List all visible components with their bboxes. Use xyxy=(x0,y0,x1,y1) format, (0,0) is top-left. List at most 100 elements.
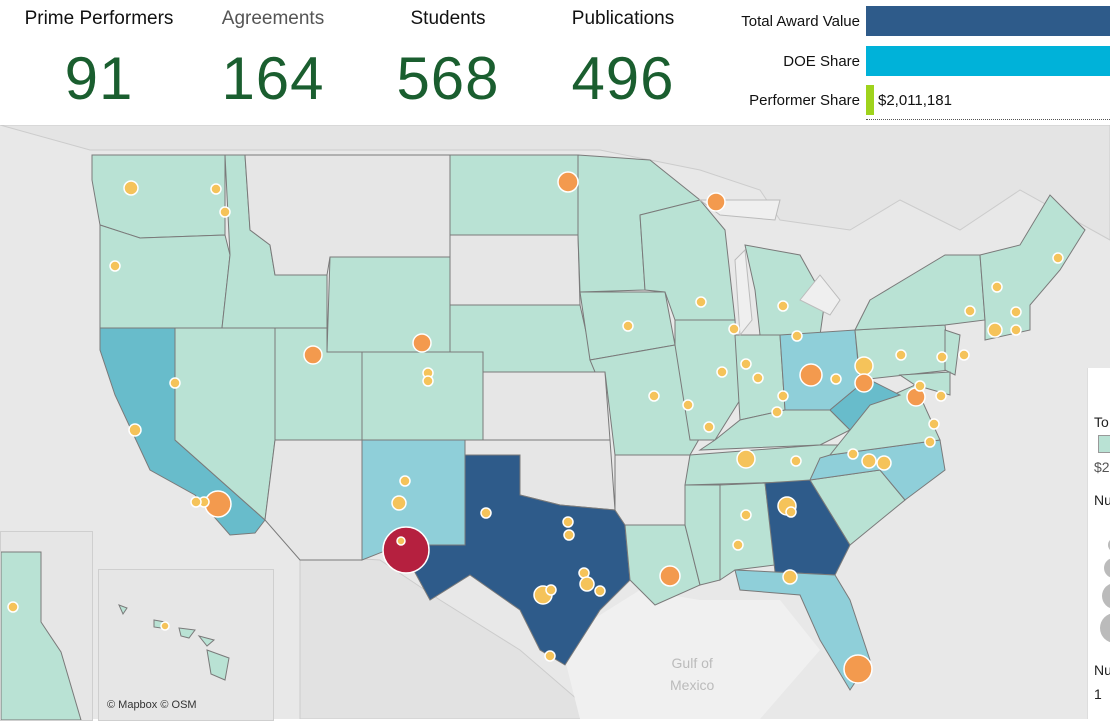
bubble xyxy=(791,330,803,342)
legend-title: To xyxy=(1094,414,1109,430)
state-north-carolina xyxy=(809,439,946,501)
map-attribution[interactable]: © Mapbox © OSM xyxy=(107,699,197,711)
bubble xyxy=(854,356,874,376)
bubble xyxy=(622,320,634,332)
bubble xyxy=(190,496,202,508)
bubble xyxy=(736,449,756,469)
state-arkansas xyxy=(614,454,691,526)
map-canvas xyxy=(0,125,1110,719)
performer-share-label: Performer Share xyxy=(749,92,860,109)
doe-share-bar[interactable] xyxy=(866,46,1110,76)
bubble xyxy=(987,322,1003,338)
bubble xyxy=(594,585,606,597)
bubble xyxy=(740,358,752,370)
bubble xyxy=(914,380,926,392)
alaska-map xyxy=(0,551,82,721)
alaska-inset[interactable] xyxy=(0,531,93,721)
bubble xyxy=(740,509,752,521)
bubble xyxy=(422,375,434,387)
state-louisiana xyxy=(624,524,701,606)
doe-share-label: DOE Share xyxy=(783,53,860,70)
legend-value: $2 xyxy=(1094,459,1110,475)
state-wyoming xyxy=(326,256,451,353)
legend-size-title: Nu xyxy=(1094,492,1110,508)
bubble xyxy=(399,475,411,487)
bubble xyxy=(782,569,798,585)
legend-size-circle xyxy=(1108,538,1110,552)
bubble xyxy=(928,418,940,430)
bubble xyxy=(728,323,740,335)
bubble xyxy=(109,260,121,272)
bubble xyxy=(1052,252,1064,264)
bubble xyxy=(123,180,139,196)
legend-size-circle xyxy=(1102,583,1110,609)
award-share-chart: Total Award Value DOE Share Performer Sh… xyxy=(700,0,1110,125)
bubble xyxy=(391,495,407,511)
bubble xyxy=(480,507,492,519)
bubble xyxy=(1010,324,1022,336)
bubble xyxy=(847,448,859,460)
bubble xyxy=(545,584,557,596)
bubble xyxy=(771,406,783,418)
legend-panel[interactable]: To $2 Nu Nu 1 xyxy=(1087,368,1110,719)
reference-line xyxy=(866,119,1110,120)
state-kansas xyxy=(482,371,611,441)
state-north-dakota xyxy=(449,154,579,236)
state-texas xyxy=(399,454,631,666)
bubble xyxy=(876,455,892,471)
award-row-total[interactable]: Total Award Value xyxy=(700,6,1110,36)
state-arizona xyxy=(264,439,363,561)
bubble xyxy=(562,516,574,528)
bubble xyxy=(799,363,823,387)
bubble xyxy=(695,296,707,308)
state-washington xyxy=(91,154,226,239)
kpi-value: 568 xyxy=(396,45,500,112)
kpi-agreements: Agreements 164 xyxy=(198,0,348,113)
performer-share-bar[interactable] xyxy=(866,85,874,115)
bubble xyxy=(396,536,406,546)
bubble xyxy=(732,539,744,551)
state-shapes xyxy=(91,154,1086,691)
bubble xyxy=(303,345,323,365)
state-south-dakota xyxy=(449,234,581,306)
award-row-performer[interactable]: Performer Share $2,011,181 xyxy=(700,85,1110,115)
award-row-doe[interactable]: DOE Share xyxy=(700,46,1110,76)
bubble xyxy=(895,349,907,361)
bubble xyxy=(160,621,170,631)
legend-count-value: 1 xyxy=(1094,686,1102,702)
bubble xyxy=(964,305,976,317)
gulf-line-2: Mexico xyxy=(670,677,715,693)
bubble xyxy=(861,453,877,469)
bubble xyxy=(648,390,660,402)
bubble xyxy=(785,506,797,518)
bubble xyxy=(579,576,595,592)
bubble xyxy=(924,436,936,448)
bubble xyxy=(1010,306,1022,318)
bubble xyxy=(854,373,874,393)
kpi-label: Students xyxy=(410,8,486,29)
bubble xyxy=(716,366,728,378)
bubble xyxy=(777,390,789,402)
us-map[interactable] xyxy=(0,125,1110,719)
bubble xyxy=(659,565,681,587)
total-award-label: Total Award Value xyxy=(741,13,860,30)
legend-size-circle xyxy=(1104,558,1110,578)
gulf-of-mexico-label: Gulf of Mexico xyxy=(670,652,714,696)
bubble xyxy=(843,654,873,684)
performer-bubbles xyxy=(109,171,1064,684)
hawaii-map xyxy=(118,604,230,681)
bubble xyxy=(958,349,970,361)
kpi-publications: Publications 496 xyxy=(548,0,698,113)
bubble xyxy=(703,421,715,433)
total-award-bar[interactable] xyxy=(866,6,1110,36)
bubble xyxy=(128,423,142,437)
bubble xyxy=(706,192,726,212)
bubble xyxy=(830,373,842,385)
kpi-students: Students 568 xyxy=(373,0,523,113)
state-alabama xyxy=(719,482,776,581)
bubble xyxy=(557,171,579,193)
bubble xyxy=(752,372,764,384)
gulf-line-1: Gulf of xyxy=(671,655,713,671)
kpi-prime-performers: Prime Performers 91 xyxy=(24,0,174,113)
bubble xyxy=(169,377,181,389)
